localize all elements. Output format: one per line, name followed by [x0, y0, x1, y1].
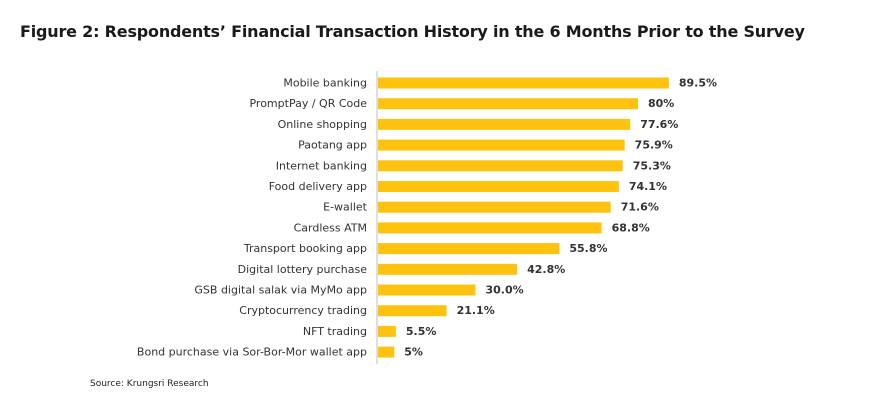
bar — [378, 160, 623, 172]
category-label: Digital lottery purchase — [238, 263, 368, 276]
value-label: 74.1% — [629, 180, 667, 193]
category-label: Online shopping — [278, 118, 367, 131]
bar — [378, 284, 476, 296]
value-label: 30.0% — [486, 284, 524, 297]
value-label: 75.3% — [633, 159, 671, 172]
bar — [378, 118, 631, 130]
bar — [378, 346, 395, 358]
bar — [378, 98, 638, 110]
category-label: Cryptocurrency trading — [239, 304, 367, 317]
bar — [378, 243, 560, 255]
category-label: Food delivery app — [269, 180, 367, 193]
category-label: PromptPay / QR Code — [249, 97, 367, 110]
category-label: GSB digital salak via MyMo app — [194, 284, 367, 297]
value-label: 68.8% — [612, 221, 650, 234]
value-label: 21.1% — [457, 304, 495, 317]
bar — [378, 325, 396, 337]
value-label: 77.6% — [640, 118, 678, 131]
category-label: Mobile banking — [283, 77, 367, 90]
source-note: Source: Krungsri Research — [90, 379, 209, 389]
value-label: 80% — [648, 97, 674, 110]
category-label: Paotang app — [298, 139, 367, 152]
bar — [378, 201, 611, 213]
value-label: 5.5% — [406, 325, 437, 338]
category-label: Bond purchase via Sor-Bor-Mor wallet app — [137, 346, 367, 359]
category-label: Cardless ATM — [294, 221, 367, 234]
value-label: 42.8% — [527, 263, 565, 276]
value-label: 71.6% — [621, 201, 659, 214]
value-label: 75.9% — [635, 139, 673, 152]
category-label: NFT trading — [303, 325, 367, 338]
chart-title: Figure 2: Respondents’ Financial Transac… — [20, 22, 805, 41]
value-label: 89.5% — [679, 77, 717, 90]
bar — [378, 77, 669, 89]
value-label: 55.8% — [569, 242, 607, 255]
bars-group: Mobile banking 89.5% PromptPay / QR Code 80… — [137, 77, 717, 359]
bar — [378, 139, 625, 151]
bar — [378, 222, 602, 234]
bar — [378, 181, 619, 192]
category-label: Internet banking — [276, 159, 367, 172]
bar — [378, 263, 518, 275]
bar — [378, 305, 447, 317]
category-label: Transport booking app — [243, 242, 367, 255]
value-label: 5% — [404, 346, 423, 359]
category-label: E-wallet — [323, 201, 368, 214]
